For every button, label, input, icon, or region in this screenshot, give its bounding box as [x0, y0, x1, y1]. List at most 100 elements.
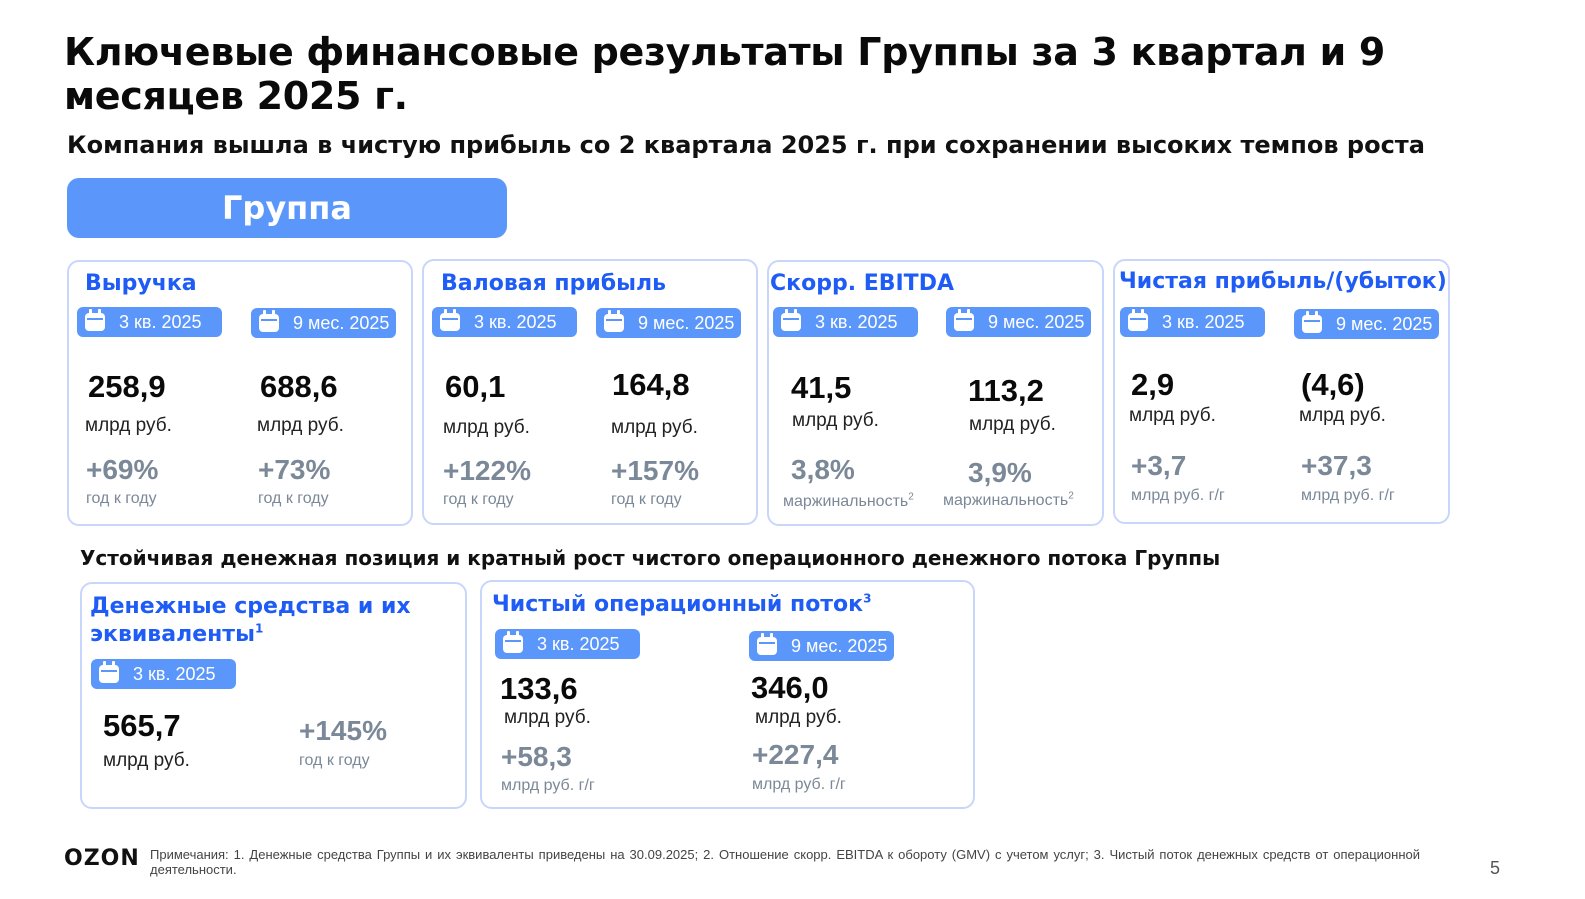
net-profit-card: Чистая прибыль/(убыток) 3 кв. 2025 9 мес… — [1113, 259, 1450, 524]
badge-text: 3 кв. 2025 — [1162, 312, 1245, 332]
ebitda-title: Скорр. EBITDA — [770, 271, 954, 296]
flow-m9-unit: млрд руб. — [755, 707, 842, 728]
gross-q3-value: 60,1 — [445, 369, 506, 404]
badge-text: 3 кв. 2025 — [119, 312, 202, 332]
net-m9-delta: +37,3 — [1301, 450, 1372, 481]
cash-card: Денежные средства и их эквиваленты1 3 кв… — [80, 582, 467, 809]
revenue-q3-unit: млрд руб. — [85, 415, 172, 436]
net-q3-unit: млрд руб. — [1129, 405, 1216, 426]
calendar-icon — [604, 310, 624, 332]
flow-q3-unit: млрд руб. — [504, 707, 591, 728]
calendar-icon — [99, 661, 119, 683]
gross-m9-unit: млрд руб. — [611, 417, 698, 438]
flow-m9-value: 346,0 — [751, 670, 829, 705]
ebitda-m9-badge: 9 мес. 2025 — [946, 307, 1091, 337]
calendar-icon — [781, 309, 801, 331]
ebitda-q3-delta: 3,8% — [791, 454, 855, 485]
gross-q3-delta: +122% — [443, 455, 531, 486]
calendar-icon — [85, 309, 105, 331]
footnote-mark: 3 — [863, 591, 872, 606]
footnotes: Примечания: 1. Денежные средства Группы … — [150, 847, 1420, 877]
net-q3-delta-label: млрд руб. г/г — [1131, 487, 1225, 504]
flow-q3-value: 133,6 — [500, 671, 578, 706]
net-q3-badge: 3 кв. 2025 — [1120, 307, 1265, 337]
net-profit-title: Чистая прибыль/(убыток) — [1119, 269, 1447, 294]
ebitda-q3-delta-label: маржинальность2 — [783, 492, 914, 512]
ebitda-q3-badge: 3 кв. 2025 — [773, 307, 918, 337]
calendar-icon — [1128, 309, 1148, 331]
badge-text: 9 мес. 2025 — [791, 636, 888, 656]
calendar-icon — [440, 309, 460, 331]
gross-m9-delta-label: год к году — [611, 491, 682, 508]
section-heading: Устойчивая денежная позиция и кратный ро… — [80, 546, 1221, 570]
revenue-m9-badge: 9 мес. 2025 — [251, 308, 396, 338]
margin-label: маржинальность — [943, 492, 1069, 509]
revenue-title: Выручка — [85, 271, 197, 296]
footnote-mark: 2 — [908, 491, 914, 503]
gross-profit-card: Валовая прибыль 3 кв. 2025 9 мес. 2025 6… — [422, 259, 758, 525]
revenue-q3-value: 258,9 — [88, 369, 166, 404]
group-label: Группа — [67, 178, 507, 238]
net-m9-badge: 9 мес. 2025 — [1294, 309, 1439, 339]
ebitda-m9-value: 113,2 — [968, 373, 1044, 408]
revenue-card: Выручка 3 кв. 2025 9 мес. 2025 258,9 млр… — [67, 260, 413, 526]
operating-flow-title: Чистый операционный поток3 — [492, 591, 871, 619]
cash-title: Денежные средства и их эквиваленты1 — [90, 593, 430, 649]
gross-m9-badge: 9 мес. 2025 — [596, 308, 741, 338]
page-title: Ключевые финансовые результаты Группы за… — [64, 30, 1386, 118]
cash-unit: млрд руб. — [103, 750, 190, 771]
cash-value: 565,7 — [103, 708, 181, 743]
gross-q3-delta-label: год к году — [443, 491, 514, 508]
footnote-mark: 2 — [1068, 490, 1074, 502]
cash-delta: +145% — [299, 715, 387, 746]
revenue-m9-delta: +73% — [258, 454, 331, 485]
ebitda-card: Скорр. EBITDA 3 кв. 2025 9 мес. 2025 41,… — [767, 260, 1104, 526]
flow-m9-delta: +227,4 — [752, 739, 839, 770]
flow-m9-badge: 9 мес. 2025 — [749, 631, 894, 661]
ebitda-m9-delta-label: маржинальность2 — [943, 491, 1074, 511]
calendar-icon — [259, 310, 279, 332]
operating-flow-card: Чистый операционный поток3 3 кв. 2025 9 … — [480, 580, 975, 809]
gross-q3-unit: млрд руб. — [443, 417, 530, 438]
group-label-text: Группа — [222, 189, 352, 227]
calendar-icon — [503, 631, 523, 653]
badge-text: 9 мес. 2025 — [293, 313, 390, 333]
ozon-logo: OZON — [64, 846, 140, 871]
revenue-q3-badge: 3 кв. 2025 — [77, 307, 222, 337]
gross-q3-badge: 3 кв. 2025 — [432, 307, 577, 337]
calendar-icon — [757, 633, 777, 655]
margin-label: маржинальность — [783, 493, 909, 510]
badge-text: 9 мес. 2025 — [988, 312, 1085, 332]
flow-q3-delta-label: млрд руб. г/г — [501, 777, 595, 794]
cash-title-text: Денежные средства и их эквиваленты — [90, 594, 411, 647]
revenue-m9-delta-label: год к году — [258, 490, 329, 507]
net-m9-delta-label: млрд руб. г/г — [1301, 487, 1395, 504]
flow-m9-delta-label: млрд руб. г/г — [752, 776, 846, 793]
flow-q3-delta: +58,3 — [501, 741, 572, 772]
net-q3-value: 2,9 — [1131, 367, 1175, 402]
revenue-m9-value: 688,6 — [260, 369, 338, 404]
gross-m9-value: 164,8 — [612, 367, 690, 402]
revenue-m9-unit: млрд руб. — [257, 415, 344, 436]
badge-text: 9 мес. 2025 — [1336, 314, 1433, 334]
ebitda-q3-unit: млрд руб. — [792, 410, 879, 431]
badge-text: 3 кв. 2025 — [133, 664, 216, 684]
badge-text: 3 кв. 2025 — [474, 312, 557, 332]
ebitda-m9-unit: млрд руб. — [969, 414, 1056, 435]
badge-text: 3 кв. 2025 — [537, 634, 620, 654]
page-number: 5 — [1490, 858, 1501, 878]
revenue-q3-delta-label: год к году — [86, 490, 157, 507]
net-m9-value: (4,6) — [1301, 367, 1365, 402]
badge-text: 9 мес. 2025 — [638, 313, 735, 333]
calendar-icon — [954, 309, 974, 331]
calendar-icon — [1302, 311, 1322, 333]
ebitda-m9-delta: 3,9% — [968, 457, 1032, 488]
flow-q3-badge: 3 кв. 2025 — [495, 629, 640, 659]
cash-delta-label: год к году — [299, 752, 370, 769]
footnote-mark: 1 — [254, 621, 264, 636]
net-m9-unit: млрд руб. — [1299, 405, 1386, 426]
gross-profit-title: Валовая прибыль — [441, 271, 667, 296]
net-q3-delta: +3,7 — [1131, 450, 1187, 481]
operating-flow-title-text: Чистый операционный поток — [492, 592, 864, 617]
revenue-q3-delta: +69% — [86, 454, 159, 485]
